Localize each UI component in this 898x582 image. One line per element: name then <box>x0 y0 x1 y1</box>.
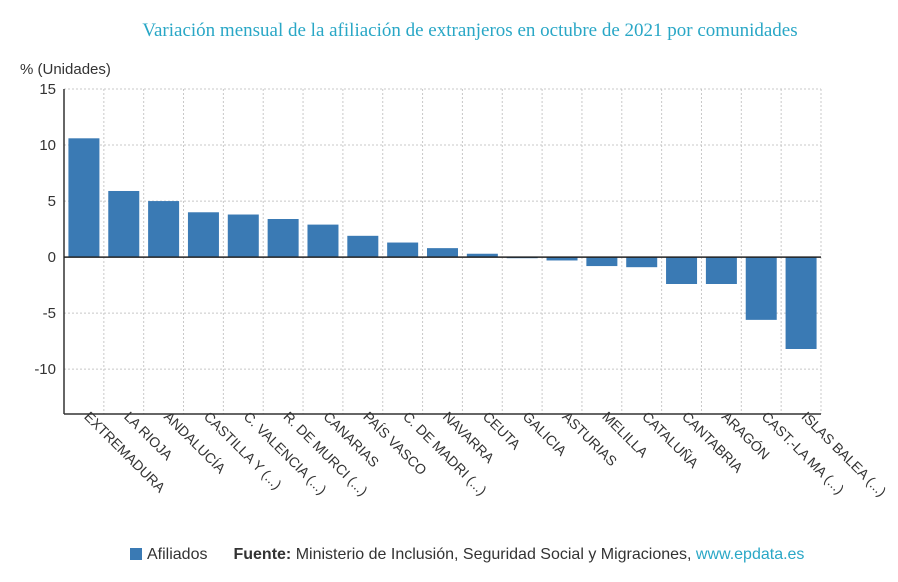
bar <box>68 138 100 258</box>
source-link[interactable]: www.epdata.es <box>695 546 805 563</box>
legend-swatch <box>130 548 142 560</box>
bar <box>267 219 299 258</box>
source-text: Ministerio de Inclusión, Seguridad Socia… <box>295 546 692 563</box>
y-axis-label: % (Unidades) <box>20 61 111 78</box>
bar <box>347 235 379 258</box>
bar <box>427 248 458 258</box>
legend-label: Afiliados <box>147 546 208 563</box>
bar <box>705 257 737 284</box>
bar <box>546 257 578 261</box>
bar <box>187 212 219 258</box>
bar <box>466 253 498 258</box>
bar <box>227 214 259 258</box>
bar <box>626 257 658 268</box>
bar <box>148 201 180 258</box>
y-tick-label: -10 <box>34 361 56 378</box>
source-prefix: Fuente: <box>233 546 292 563</box>
chart-title: Variación mensual de la afiliación de ex… <box>142 20 798 41</box>
chart-footer: Afiliados Fuente: Ministerio de Inclusión… <box>130 546 804 564</box>
bar <box>745 257 777 320</box>
y-tick-label: 15 <box>39 81 56 98</box>
y-tick-label: 0 <box>48 249 56 266</box>
bar <box>108 190 140 258</box>
y-tick-label: 5 <box>48 193 56 210</box>
bar <box>785 257 817 349</box>
y-tick-label: 10 <box>39 137 56 154</box>
bar <box>666 257 698 284</box>
bar <box>387 242 419 258</box>
bar <box>307 224 339 258</box>
y-tick-label: -5 <box>43 305 56 322</box>
bar <box>586 257 618 267</box>
